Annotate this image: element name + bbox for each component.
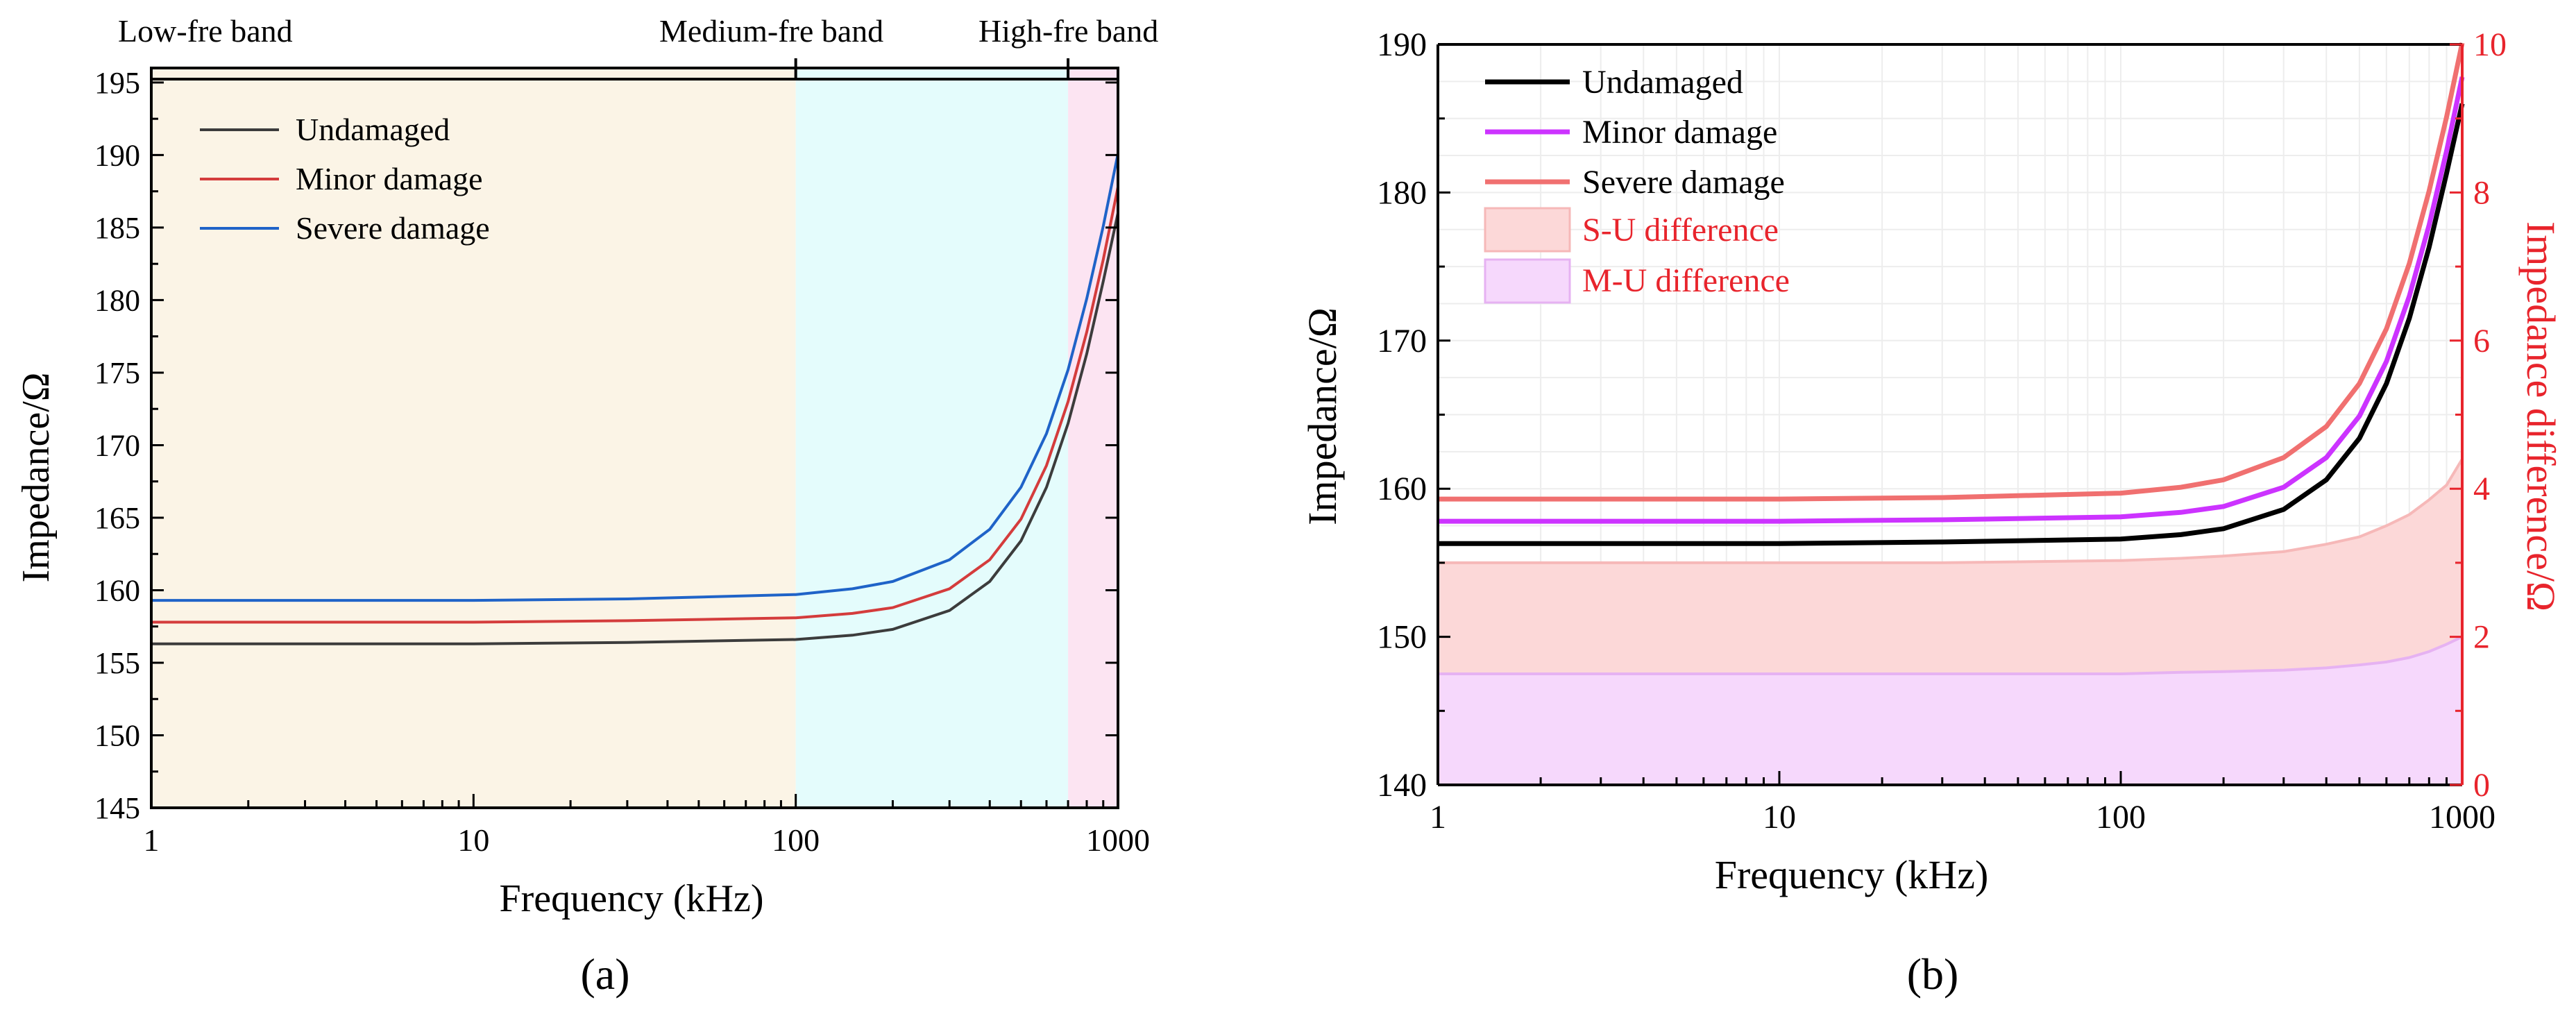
a-band-1 [795, 68, 1069, 808]
a-y-tick-label: 175 [94, 356, 140, 390]
b-y-axis-ticks: 140 150 160 170 180 190 [1377, 26, 1450, 804]
a-band-backgrounds [151, 68, 1118, 808]
b-legend-label-mu-diff: M-U difference [1582, 262, 1790, 299]
a-y-tick-label: 190 [94, 138, 140, 172]
a-legend-label-undamaged: Undamaged [296, 112, 450, 147]
b-difference-areas [1438, 458, 2464, 785]
b-series-line-severe-damage [1438, 42, 2465, 502]
band-label-high: High-fre band [978, 13, 1158, 49]
a-legend-label-minor: Minor damage [296, 161, 483, 196]
b-legend-swatch-mu-diff [1484, 258, 1571, 304]
b-caption: (b) [1907, 949, 1959, 999]
a-band-0 [151, 68, 796, 808]
a-band-2 [1068, 68, 1118, 808]
a-y-axis-label: Impedance/Ω [15, 373, 58, 583]
a-y-tick-label: 150 [94, 718, 140, 752]
b-series-lines [1438, 42, 2465, 546]
b-x-axis-label: Frequency (kHz) [1715, 852, 1989, 897]
a-legend-label-severe: Severe damage [296, 210, 490, 246]
band-label-low: Low-fre band [118, 13, 293, 49]
a-series-line-undamaged [151, 212, 1119, 645]
band-label-medium: Medium-fre band [659, 13, 883, 49]
b-x-tick-label: 10 [1763, 799, 1796, 836]
b-y2-tick-label: 2 [2473, 619, 2490, 656]
b-y2-tick-label: 8 [2473, 174, 2490, 211]
b-y-tick-label: 160 [1377, 471, 1427, 507]
panel-a: 1 10 100 1000 145 150 155 160 165 170 175 180 185 19… [15, 13, 1158, 999]
b-y-axis-label: Impedance/Ω [1300, 307, 1345, 525]
a-series-line-minor-damage [151, 187, 1119, 624]
a-y-axis-ticks: 145 150 155 160 165 170 175 180 185 190 195 [94, 66, 1118, 825]
b-area-edge-su [1438, 458, 2464, 564]
b-y2-axis-ticks: 0 2 4 6 8 10 [2450, 26, 2507, 804]
b-series-line-minor-damage [1438, 76, 2465, 524]
a-x-tick-label: 10 [457, 822, 489, 858]
a-caption: (a) [580, 949, 629, 999]
a-y-tick-label: 185 [94, 211, 140, 245]
a-x-axis-ticks: 1 10 100 1000 [144, 794, 1150, 858]
b-legend-label-severe: Severe damage [1582, 164, 1785, 201]
b-y-tick-label: 180 [1377, 174, 1427, 211]
a-x-tick-label: 1000 [1086, 822, 1150, 858]
b-y2-tick-label: 0 [2473, 767, 2490, 804]
a-x-tick-label: 100 [772, 822, 820, 858]
a-y-tick-label: 155 [94, 646, 140, 680]
a-legend: Undamaged Minor damage Severe damage [200, 112, 490, 246]
b-legend: Undamaged Minor damage Severe damage S-U… [1484, 64, 1790, 304]
a-series-line-severe-damage [151, 153, 1119, 602]
b-legend-swatch-su-diff [1484, 207, 1571, 253]
b-legend-label-minor: Minor damage [1582, 114, 1777, 151]
a-y-tick-label: 165 [94, 501, 140, 535]
b-series-line-undamaged [1438, 103, 2465, 546]
a-series-lines [151, 153, 1119, 645]
a-x-axis-label: Frequency (kHz) [500, 877, 764, 920]
a-x-tick-label: 1 [144, 822, 160, 858]
a-y-tick-label: 170 [94, 428, 140, 462]
a-y-tick-label: 160 [94, 573, 140, 607]
a-band-strip [151, 58, 1118, 81]
b-x-tick-label: 100 [2096, 799, 2146, 836]
a-y-tick-label: 145 [94, 791, 140, 825]
panel-b: 1 10 100 1000 140 150 160 170 180 190 0 2 4 6 8 10 Un… [1300, 26, 2564, 999]
a-y-tick-label: 180 [94, 283, 140, 317]
b-y2-tick-label: 4 [2473, 471, 2490, 507]
b-y2-tick-label: 6 [2473, 323, 2490, 359]
b-legend-label-undamaged: Undamaged [1582, 64, 1743, 101]
b-y2-tick-label: 10 [2473, 26, 2507, 63]
a-y-tick-label: 195 [94, 66, 140, 100]
b-area-mu-difference [1438, 636, 2462, 785]
b-x-tick-label: 1000 [2429, 799, 2496, 836]
b-x-tick-label: 1 [1430, 799, 1446, 836]
b-legend-label-su-diff: S-U difference [1582, 212, 1779, 248]
b-y-tick-label: 140 [1377, 767, 1427, 804]
b-y-tick-label: 170 [1377, 323, 1427, 359]
b-x-axis-ticks: 1 10 100 1000 [1430, 771, 2496, 836]
b-y-tick-label: 150 [1377, 619, 1427, 656]
b-y2-axis-label: Impedance difference/Ω [2518, 221, 2564, 611]
b-area-edge-mu [1438, 635, 2463, 675]
b-y-tick-label: 190 [1377, 26, 1427, 63]
